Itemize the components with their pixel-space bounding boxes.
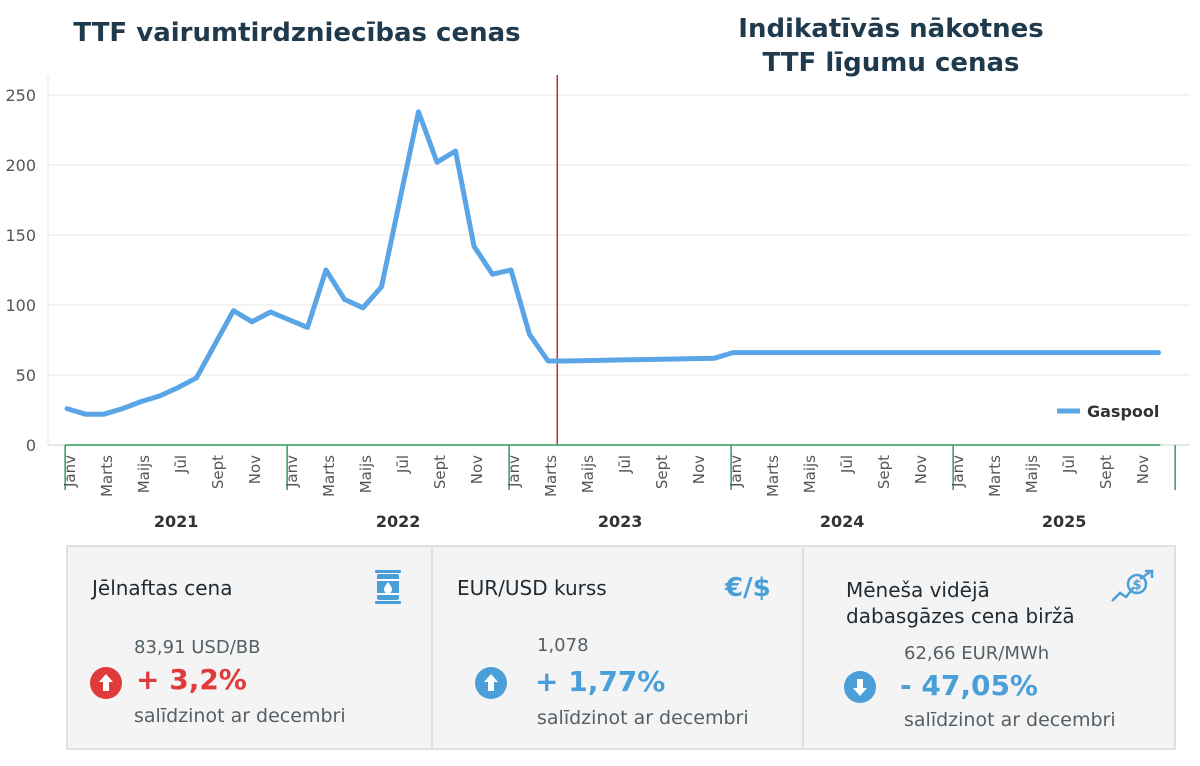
x-month-label: Marts — [986, 455, 1004, 497]
x-year-label: 2023 — [598, 512, 643, 531]
x-month-label: Sept — [875, 455, 893, 489]
x-month-label: Maijs — [801, 455, 819, 493]
x-month-label: Sept — [209, 455, 227, 489]
x-month-label: Marts — [98, 455, 116, 497]
x-month-label: Jūl — [838, 455, 856, 474]
left-chart-title: TTF vairumtirdzniecības cenas — [73, 18, 521, 48]
eur-usd-title: EUR/USD kurss — [457, 576, 607, 600]
oil-price-value: 83,91 USD/BB — [134, 637, 261, 658]
x-month-label: Maijs — [357, 455, 375, 493]
x-month-label: Maijs — [579, 455, 597, 493]
oil-price-change: + 3,2% — [136, 663, 247, 696]
x-month-label: Jūl — [172, 455, 190, 474]
y-tick-label: 200 — [5, 156, 36, 175]
x-month-label: Sept — [1097, 455, 1115, 489]
x-month-label: Maijs — [1023, 455, 1041, 493]
y-tick-label: 50 — [16, 366, 36, 385]
oil-price-note: salīdzinot ar decembri — [134, 705, 346, 727]
eur-usd-card: EUR/USD kurss €/$ 1,078 + 1,77% salīdzin… — [433, 545, 804, 750]
x-month-label: Sept — [431, 455, 449, 489]
legend-label: Gaspool — [1087, 402, 1159, 421]
gas-price-note: salīdzinot ar decembri — [904, 709, 1116, 731]
x-month-label: Nov — [246, 455, 264, 484]
oil-price-title: Jēlnaftas cena — [92, 576, 233, 600]
x-month-label: Nov — [1134, 455, 1152, 484]
oil-price-card: Jēlnaftas cena 83,91 USD/BB + 3,2% salīd… — [66, 545, 433, 750]
eur-usd-note: salīdzinot ar decembri — [537, 707, 749, 729]
x-month-label: Janv — [505, 455, 523, 488]
oil-barrel-icon — [373, 569, 403, 609]
x-month-label: Jūl — [394, 455, 412, 474]
x-month-label: Janv — [61, 455, 79, 488]
x-month-label: Marts — [764, 455, 782, 497]
eur-usd-change: + 1,77% — [535, 665, 666, 698]
y-tick-label: 250 — [5, 86, 36, 105]
x-month-label: Janv — [727, 455, 745, 488]
gas-price-title: Mēneša vidējā dabasgāzes cena biržā — [846, 577, 1075, 629]
x-month-label: Marts — [542, 455, 560, 497]
right-chart-title: Indikatīvās nākotnes TTF līgumu cenas — [594, 12, 1188, 80]
x-month-label: Marts — [320, 455, 338, 497]
gas-price-title-line1: Mēneša vidējā — [846, 578, 990, 602]
gas-price-card: Mēneša vidējā dabasgāzes cena biržā $ 62… — [804, 545, 1176, 750]
x-month-label: Nov — [468, 455, 486, 484]
x-month-label: Jūl — [616, 455, 634, 474]
eur-usd-value: 1,078 — [537, 635, 589, 656]
x-year-label: 2024 — [820, 512, 865, 531]
x-month-label: Jūl — [1060, 455, 1078, 474]
arrow-up-icon — [475, 667, 507, 699]
x-month-label: Nov — [912, 455, 930, 484]
x-month-label: Janv — [949, 455, 967, 488]
x-year-label: 2022 — [376, 512, 421, 531]
gas-price-title-line2: dabasgāzes cena biržā — [846, 604, 1075, 628]
x-month-label: Sept — [653, 455, 671, 489]
x-month-label: Janv — [283, 455, 301, 488]
x-year-label: 2021 — [154, 512, 199, 531]
x-year-label: 2025 — [1042, 512, 1087, 531]
gas-price-value: 62,66 EUR/MWh — [904, 643, 1050, 664]
right-title-line1: Indikatīvās nākotnes — [738, 14, 1044, 44]
y-tick-label: 0 — [26, 436, 36, 455]
indicator-cards: Jēlnaftas cena 83,91 USD/BB + 3,2% salīd… — [66, 545, 1176, 750]
svg-text:$: $ — [1132, 578, 1141, 593]
arrow-up-icon — [90, 667, 122, 699]
line-chart: 0 50 100 150 200 250 Janv Marts Maijs Jūl Sept Nov 2… — [5, 75, 1190, 531]
right-title-line2: TTF līgumu cenas — [762, 48, 1020, 78]
x-month-label: Maijs — [135, 455, 153, 493]
price-trend-icon: $ — [1110, 569, 1154, 609]
gas-price-change: - 47,05% — [900, 669, 1038, 702]
y-tick-label: 100 — [5, 296, 36, 315]
x-month-label: Nov — [690, 455, 708, 484]
y-tick-label: 150 — [5, 226, 36, 245]
arrow-down-icon — [844, 671, 876, 703]
series-line — [64, 109, 1161, 417]
currency-icon: €/$ — [725, 573, 771, 603]
